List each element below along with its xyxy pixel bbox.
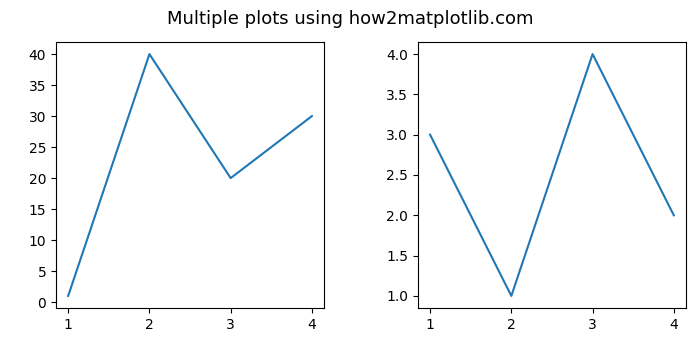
Text: Multiple plots using how2matplotlib.com: Multiple plots using how2matplotlib.com — [167, 10, 533, 28]
